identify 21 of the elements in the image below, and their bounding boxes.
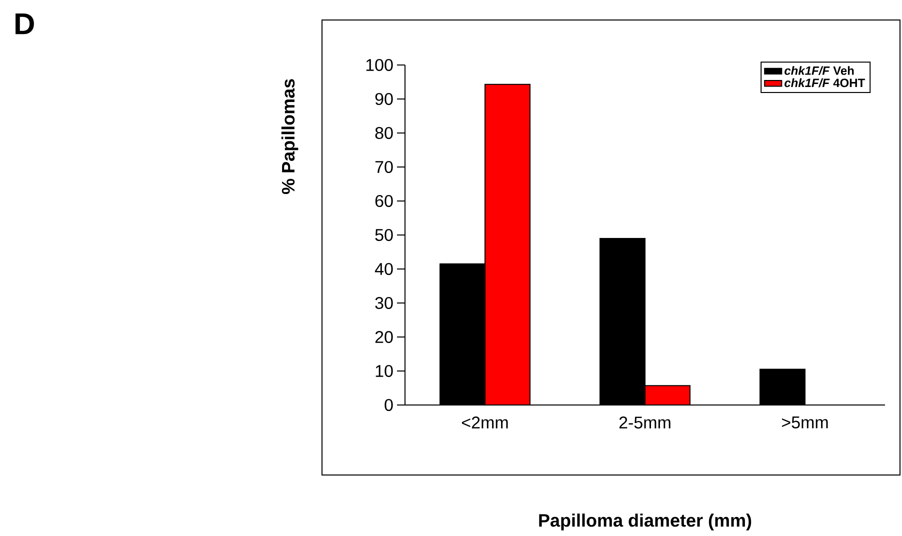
x-tick-label: >5mm: [782, 416, 828, 428]
y-tick-label: 100: [366, 58, 393, 72]
y-tick-label: 10: [376, 364, 393, 378]
bar: [485, 84, 530, 405]
y-tick-label: 60: [375, 194, 393, 208]
text: D: [16, 14, 34, 34]
x-axis-title: Papilloma diameter (mm): [539, 514, 752, 530]
y-tick-label: 20: [375, 330, 393, 344]
y-tick-label: 40: [374, 262, 393, 276]
y-tick-label: 30: [375, 296, 393, 310]
y-axis-title: % Papillomas: [281, 79, 298, 194]
y-tick-label: 80: [375, 126, 393, 140]
y-tick-label: 50: [375, 228, 393, 242]
x-tick-label: <2mm: [462, 416, 508, 428]
y-tick-label: 70: [375, 160, 393, 174]
x-tick-label: 2-5mm: [619, 416, 670, 429]
legend-label: chk1F/F 4OHT: [784, 78, 865, 88]
y-tick-label: 0: [384, 398, 393, 412]
bar: [644, 385, 691, 405]
y-tick-label: 90: [375, 92, 393, 106]
legend-label: chk1F/F Veh: [784, 66, 854, 76]
